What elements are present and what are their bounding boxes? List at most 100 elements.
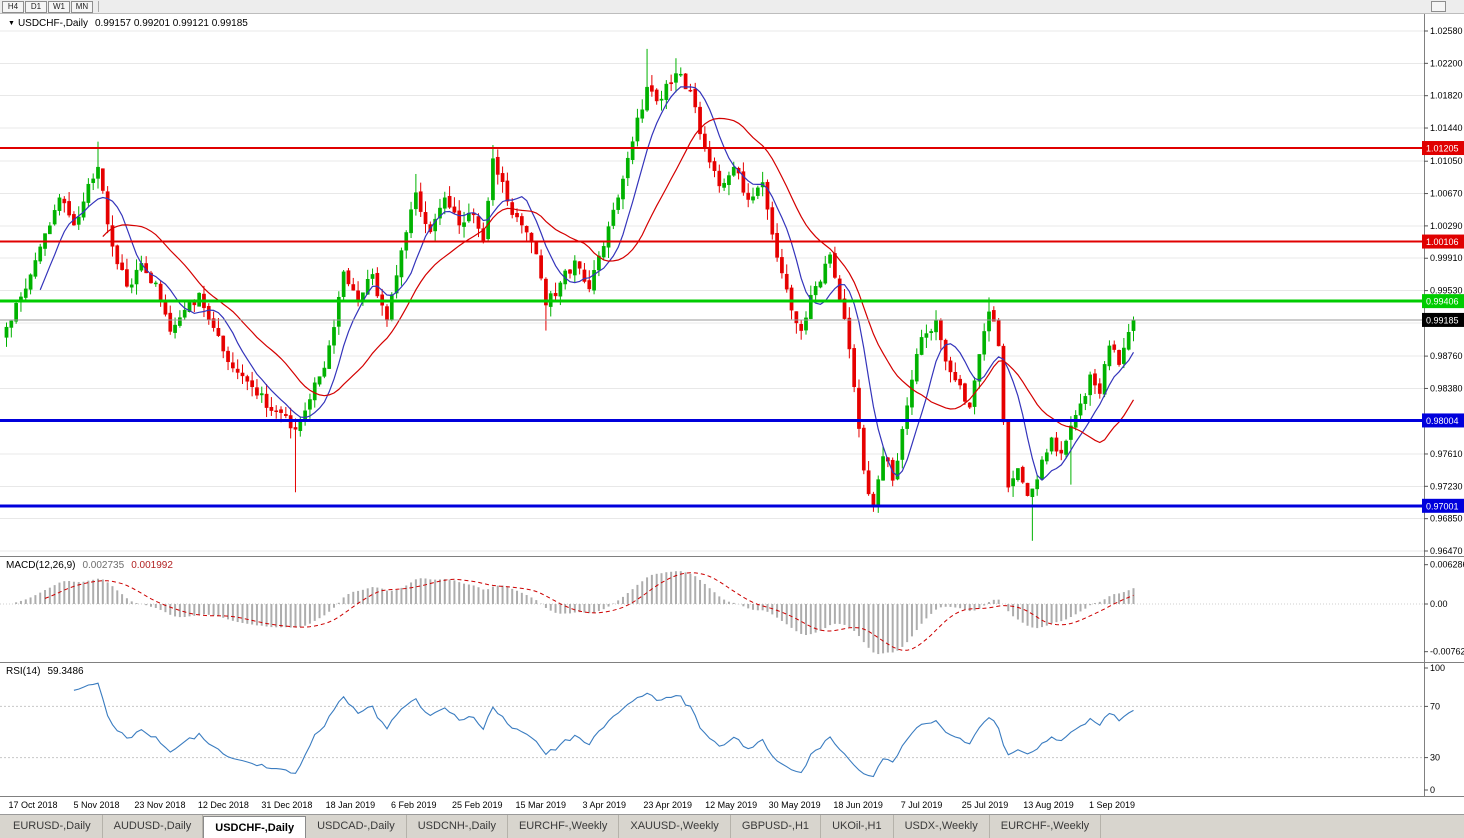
ma-21-line [102,117,1135,444]
timeframe-h4-button[interactable]: H4 [2,0,24,13]
timeframe-d1-button[interactable]: D1 [25,0,47,13]
tab-usdcnh-daily[interactable]: USDCNH-,Daily [407,815,508,838]
macd-axis-label: 0.00 [1430,599,1448,609]
candle-up [52,210,57,225]
candle-down [240,372,245,377]
candle-up [1131,319,1136,331]
candle-up [900,429,905,460]
price-pane [0,30,1424,552]
y-axis-label: 0.97230 [1430,481,1463,491]
candle-up [327,345,332,369]
tab-ukoil-h1[interactable]: UKOil-,H1 [821,815,894,838]
candle-up [370,274,375,279]
candle-up [86,183,91,203]
candle-up [1107,345,1112,367]
svg-text:0.98004: 0.98004 [1426,416,1459,426]
candle-up [905,405,909,429]
x-axis-label: 15 Mar 2019 [515,800,566,810]
candle-down [67,201,71,216]
x-axis-label: 23 Nov 2018 [134,800,185,810]
tab-usdcad-daily[interactable]: USDCAD-,Daily [306,815,407,838]
ma-8-line [39,86,1135,481]
timeframe-w1-button[interactable]: W1 [48,0,70,13]
candle-up [828,254,832,264]
candle-down [553,292,558,297]
candle-down [1059,449,1064,454]
candle-down [269,406,274,411]
tab-audusd-daily[interactable]: AUDUSD-,Daily [103,815,204,838]
candle-up [491,158,495,201]
rsi-line [73,682,1134,778]
candle-up [433,218,437,232]
candle-down [654,89,659,102]
candle-up [1044,452,1049,462]
x-axis-label: 18 Jun 2019 [833,800,883,810]
candle-down [741,171,746,193]
candle-up [332,327,336,346]
candle-up [1011,478,1015,487]
candle-up [1049,437,1054,452]
candle-down [871,493,876,507]
candle-up [173,324,177,333]
tab-xauusd-weekly[interactable]: XAUUSD-,Weekly [619,815,731,838]
timeframe-mn-button[interactable]: MN [71,0,93,13]
candle-up [1088,374,1093,396]
level-price-badge: 0.97001 [1422,498,1464,513]
candle-up [934,320,938,333]
y-axis-label: 0.96850 [1430,514,1463,524]
candle-down [120,262,124,270]
level-price-badge: 0.98004 [1422,413,1464,428]
tab-gbpusd-h1[interactable]: GBPUSD-,H1 [731,815,822,838]
x-axis-label: 31 Dec 2018 [261,800,312,810]
candle-up [57,197,62,211]
candle-down [765,181,770,210]
x-axis-label: 13 Aug 2019 [1023,800,1074,810]
candle-down [245,376,250,382]
candle-down [967,402,972,408]
candles-layer [4,48,1136,541]
candle-up [1040,459,1044,480]
candle-down [274,410,279,413]
candle-down [1097,383,1102,394]
candle-up [81,201,86,218]
candle-down [231,362,235,369]
x-axis-label: 1 Sep 2019 [1089,800,1135,810]
candle-down [250,380,254,387]
candle-down [780,257,784,274]
current-price-badge: 0.99185 [1422,312,1464,327]
rsi-axis-label: 70 [1430,701,1440,711]
toolbar-mini-button[interactable] [1431,1,1446,12]
candle-up [1035,479,1040,490]
candle-up [23,288,28,298]
candle-up [76,216,81,225]
tab-eurchf-weekly-2[interactable]: EURCHF-,Weekly [990,815,1102,838]
candle-up [153,282,158,285]
candle-down [226,350,230,363]
candle-up [558,282,563,297]
tab-usdx-weekly[interactable]: USDX-,Weekly [894,815,990,838]
tab-usdchf-daily[interactable]: USDCHF-,Daily [203,816,307,838]
candle-up [28,274,33,290]
candle-down [943,339,948,362]
candle-down [1093,373,1097,386]
candle-down [712,161,717,171]
y-axis-label: 0.99910 [1430,253,1463,263]
candle-down [1020,466,1025,483]
candle-down [515,213,519,218]
candle-up [876,479,881,506]
y-axis-label: 1.01440 [1430,123,1463,133]
candle-down [770,207,775,235]
tab-eurchf-weekly[interactable]: EURCHF-,Weekly [508,815,620,838]
x-axis: 17 Oct 2018 5 Nov 2018 23 Nov 2018 12 Dec 2… [8,800,1135,810]
candle-up [399,250,404,278]
candle-down [698,106,702,135]
candle-up [1030,488,1035,498]
chart-canvas[interactable]: 1.02580 1.02200 1.01820 1.01440 1.01050 1.006… [0,14,1464,814]
candle-down [192,302,197,306]
tab-eurusd-daily[interactable]: EURUSD-,Daily [2,815,103,838]
chart-tab-bar: EURUSD-,Daily AUDUSD-,Daily USDCHF-,Dail… [0,814,1464,838]
candle-up [664,83,669,100]
candle-down [255,387,259,396]
candle-down [495,156,500,175]
x-axis-label: 6 Feb 2019 [391,800,437,810]
